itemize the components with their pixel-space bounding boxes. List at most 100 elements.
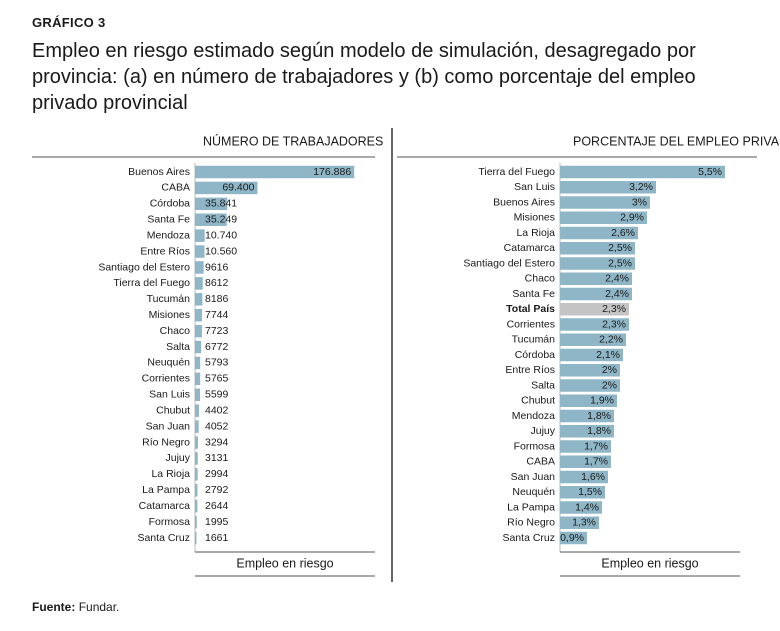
bar bbox=[195, 324, 202, 338]
category-label: Santa Fe bbox=[512, 288, 555, 300]
bar bbox=[560, 242, 635, 255]
source: Fuente: Fundar. bbox=[32, 600, 119, 614]
panel-title: PORCENTAJE DEL EMPLEO PRIVADO PROVINCIAL bbox=[573, 134, 780, 148]
category-label: Jujuy bbox=[165, 452, 190, 464]
bar bbox=[195, 388, 201, 402]
category-label: Córdoba bbox=[515, 349, 555, 361]
value-label: 2% bbox=[602, 364, 617, 376]
panel-title: NÚMERO DE TRABAJADORES bbox=[203, 133, 383, 148]
category-label: San Luis bbox=[514, 181, 555, 193]
category-label: Santiago del Estero bbox=[98, 261, 190, 273]
value-label: 10.560 bbox=[205, 245, 237, 257]
value-label: 1,8% bbox=[587, 410, 611, 422]
value-label: 1,7% bbox=[584, 440, 608, 452]
category-label: Río Negro bbox=[142, 436, 190, 448]
value-label: 8186 bbox=[205, 293, 229, 305]
value-label: 1661 bbox=[205, 532, 229, 544]
bar bbox=[195, 404, 199, 417]
bar bbox=[195, 436, 198, 449]
bar bbox=[195, 340, 202, 354]
bar bbox=[195, 261, 204, 274]
category-label: Río Negro bbox=[507, 517, 555, 529]
category-label: Salta bbox=[531, 379, 555, 391]
category-label: Neuquén bbox=[147, 357, 190, 369]
category-label: San Juan bbox=[511, 471, 556, 483]
bar bbox=[560, 455, 611, 468]
value-label: 5599 bbox=[205, 389, 229, 401]
source-text: Fundar. bbox=[78, 600, 120, 614]
category-label: Tucumán bbox=[512, 334, 556, 346]
title: Empleo en riesgo estimado según modelo d… bbox=[32, 40, 696, 114]
category-label: Entre Ríos bbox=[505, 364, 555, 376]
source-label: Fuente: bbox=[32, 600, 76, 614]
category-label: Buenos Aires bbox=[493, 196, 555, 208]
bar bbox=[195, 531, 197, 545]
bar bbox=[195, 197, 228, 211]
value-label: 2,3% bbox=[602, 318, 626, 330]
category-label: CABA bbox=[526, 456, 555, 468]
value-label: 3131 bbox=[205, 452, 229, 464]
value-label: 2792 bbox=[205, 484, 229, 496]
category-label: Córdoba bbox=[150, 198, 190, 210]
bar bbox=[560, 257, 635, 270]
category-label: Santa Cruz bbox=[137, 532, 190, 544]
value-label: 2,6% bbox=[611, 227, 635, 239]
bar bbox=[195, 468, 198, 481]
value-label: 2994 bbox=[205, 468, 229, 480]
value-label: 8612 bbox=[205, 277, 229, 289]
bar bbox=[560, 379, 620, 392]
category-label: Corrientes bbox=[507, 318, 555, 330]
bar bbox=[560, 501, 602, 514]
value-label: 1,3% bbox=[572, 517, 596, 529]
category-label: Chubut bbox=[156, 404, 190, 416]
bar bbox=[560, 181, 656, 194]
bar bbox=[560, 531, 587, 545]
value-label: 1,5% bbox=[578, 486, 602, 498]
category-label: San Juan bbox=[146, 420, 191, 432]
bar bbox=[195, 452, 198, 465]
value-label: 1,4% bbox=[575, 501, 599, 513]
category-label: Neuquén bbox=[512, 486, 555, 498]
category-label: Formosa bbox=[149, 516, 191, 528]
value-label: 6772 bbox=[205, 341, 229, 353]
bar bbox=[195, 293, 203, 306]
value-label: 5793 bbox=[205, 357, 229, 369]
bar bbox=[195, 245, 205, 258]
category-label: Tucumán bbox=[147, 293, 191, 305]
bar bbox=[195, 277, 203, 290]
category-label: Jujuy bbox=[530, 425, 555, 437]
bar bbox=[560, 333, 626, 346]
value-label: 2644 bbox=[205, 500, 229, 512]
value-label: 3% bbox=[632, 196, 647, 208]
category-label: Santiago del Estero bbox=[463, 257, 555, 269]
value-label: 7744 bbox=[205, 309, 229, 321]
bar bbox=[560, 364, 620, 377]
category-label: Tierra del Fuego bbox=[478, 166, 555, 178]
bar bbox=[195, 181, 258, 195]
value-label: 7723 bbox=[205, 325, 229, 337]
bar bbox=[560, 348, 623, 362]
category-label: Tierra del Fuego bbox=[113, 277, 190, 289]
value-label: 3,2% bbox=[629, 181, 653, 193]
value-label: 1,6% bbox=[581, 471, 605, 483]
value-label: 5765 bbox=[205, 373, 229, 385]
value-label: 35.249 bbox=[205, 214, 237, 226]
value-label: 2,5% bbox=[608, 242, 632, 254]
value-label: 69.400 bbox=[222, 182, 254, 194]
category-label: Santa Fe bbox=[147, 214, 190, 226]
value-label: 4402 bbox=[205, 404, 229, 416]
bar bbox=[195, 515, 197, 529]
bar bbox=[195, 372, 201, 386]
category-label: La Pampa bbox=[142, 484, 190, 496]
value-label: 5,5% bbox=[698, 166, 722, 178]
value-label: 1,7% bbox=[584, 456, 608, 468]
bar bbox=[560, 470, 608, 484]
bar bbox=[195, 229, 205, 242]
bar bbox=[560, 211, 647, 224]
bar bbox=[560, 226, 638, 240]
value-label: 10.740 bbox=[205, 229, 237, 241]
bar bbox=[560, 272, 632, 285]
value-label: 2,9% bbox=[620, 212, 644, 224]
